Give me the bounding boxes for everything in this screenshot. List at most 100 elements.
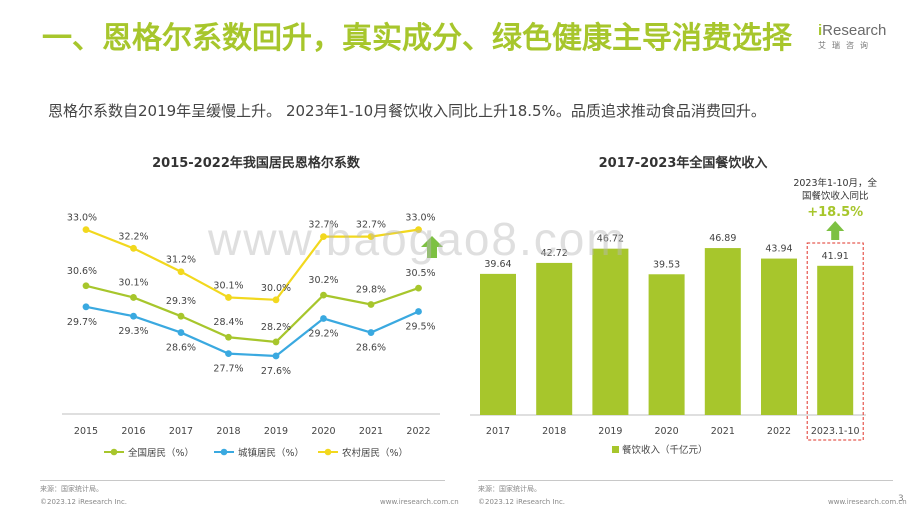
label-urban-2021: 28.6% — [356, 343, 386, 354]
slide-subtitle: 恩格尔系数自2019年呈缓慢上升。 2023年1-10月餐饮收入同比上升18.5… — [48, 102, 766, 120]
point-urban-2021 — [367, 329, 375, 336]
page-number: 3 — [898, 494, 904, 504]
bar-2021 — [704, 248, 741, 415]
footer-rule-right — [478, 480, 893, 481]
bar-x-tick-2022: 2022 — [767, 426, 791, 437]
label-urban-2015: 29.7% — [67, 317, 97, 328]
line-chart-title: 2015-2022年我国居民恩格尔系数 — [152, 155, 361, 171]
label-national-2016: 30.1% — [118, 277, 148, 288]
series-line-rural — [85, 228, 419, 301]
label-rural-2022: 33.0% — [405, 213, 435, 224]
point-rural-2020 — [320, 233, 327, 241]
label-urban-2022: 29.5% — [405, 322, 435, 333]
label-national-2020: 30.2% — [308, 275, 338, 286]
label-national-2019: 28.2% — [261, 322, 291, 333]
label-urban-2020: 29.2% — [308, 329, 338, 340]
bar-2020 — [648, 274, 685, 415]
point-urban-2020 — [320, 315, 327, 322]
bar-2019 — [592, 248, 629, 415]
line-x-tick-2020: 2020 — [311, 426, 335, 437]
label-rural-2019: 30.0% — [261, 283, 291, 294]
footer-source-right: 来源：国家统计局。 — [478, 485, 541, 493]
iresearch-logo: iResearch 艾瑞咨询 — [818, 22, 887, 50]
footer-copyright-left: ©2023.12 iResearch Inc. — [40, 498, 128, 506]
legend-marker-national — [110, 448, 118, 456]
legend-label-urban: 城镇居民（%） — [238, 447, 304, 459]
label-rural-2016: 32.2% — [118, 231, 148, 242]
series-line-urban — [85, 305, 419, 358]
bar-label-2019: 46.72 — [597, 234, 624, 245]
point-rural-2021 — [367, 233, 375, 241]
slide-title: 一、恩格尔系数回升，真实成分、绿色健康主导消费选择 — [42, 21, 792, 56]
bar-x-tick-2023.1-10: 2023.1-10 — [811, 426, 860, 437]
annotation-line1: 2023年1-10月，全 — [793, 177, 877, 189]
label-urban-2016: 29.3% — [118, 326, 148, 337]
bar-label-2017: 39.64 — [484, 259, 511, 270]
annotation-growth-value: +18.5% — [807, 205, 863, 220]
point-national-2020 — [320, 291, 327, 299]
bar-x-tick-2020: 2020 — [655, 426, 679, 437]
footer-url-right: www.iresearch.com.cn — [828, 498, 907, 506]
bar-legend-label: 餐饮收入（千亿元） — [622, 444, 708, 456]
point-urban-2022 — [415, 308, 422, 315]
point-national-2021 — [367, 301, 375, 308]
label-urban-2019: 27.6% — [261, 366, 291, 377]
label-rural-2021: 32.7% — [356, 220, 386, 231]
line-x-tick-2016: 2016 — [121, 426, 145, 437]
bar-label-2021: 46.89 — [709, 233, 736, 244]
label-national-2022: 30.5% — [405, 268, 435, 279]
label-urban-2018: 27.7% — [213, 364, 243, 375]
point-national-2019 — [272, 338, 280, 346]
growth-up-arrow-icon — [826, 221, 845, 240]
footer-source-left: 来源：国家统计局。 — [40, 485, 103, 493]
label-national-2015: 30.6% — [67, 266, 97, 277]
line-x-tick-2017: 2017 — [169, 426, 193, 437]
bar-label-2018: 42.72 — [541, 248, 568, 259]
line-x-tick-2018: 2018 — [216, 426, 240, 437]
point-national-2017 — [177, 312, 185, 320]
bar-x-tick-2021: 2021 — [711, 426, 735, 437]
bar-2022 — [761, 258, 797, 415]
label-rural-2020: 32.7% — [308, 220, 338, 231]
bar-label-2022: 43.94 — [765, 244, 792, 255]
footer-url-left: www.iresearch.com.cn — [380, 498, 459, 506]
bar-label-2023.1-10: 41.91 — [822, 251, 849, 262]
point-national-2018 — [225, 333, 232, 341]
point-national-2022 — [415, 284, 422, 292]
label-urban-2017: 28.6% — [166, 343, 196, 354]
bar-legend-swatch — [612, 446, 619, 453]
point-urban-2017 — [177, 329, 185, 336]
line-x-tick-2015: 2015 — [74, 426, 98, 437]
label-national-2017: 29.3% — [166, 296, 196, 307]
line-x-tick-2019: 2019 — [264, 426, 288, 437]
legend-label-rural: 农村居民（%） — [342, 447, 408, 459]
bar-2018 — [536, 262, 573, 415]
line-x-tick-2022: 2022 — [406, 426, 430, 437]
label-rural-2015: 33.0% — [67, 213, 97, 224]
highlight-box-2023 — [806, 242, 864, 441]
point-national-2015 — [82, 282, 90, 290]
point-rural-2017 — [177, 268, 185, 276]
bar-label-2020: 39.53 — [653, 259, 680, 270]
label-rural-2017: 31.2% — [166, 255, 196, 266]
line-x-tick-2021: 2021 — [359, 426, 383, 437]
footer-rule-left — [40, 480, 445, 481]
bar-x-tick-2018: 2018 — [542, 426, 566, 437]
annotation-line2: 国餐饮收入同比 — [802, 190, 869, 202]
bar-chart-title: 2017-2023年全国餐饮收入 — [599, 155, 768, 171]
label-national-2021: 29.8% — [356, 284, 386, 295]
label-rural-2018: 30.1% — [213, 280, 243, 291]
point-urban-2016 — [130, 312, 137, 320]
point-rural-2022 — [415, 226, 422, 234]
point-urban-2015 — [82, 303, 90, 311]
bar-x-tick-2019: 2019 — [598, 426, 622, 437]
point-rural-2019 — [272, 296, 280, 304]
bar-2017 — [480, 273, 516, 415]
legend-marker-rural — [324, 448, 332, 456]
point-urban-2018 — [225, 350, 232, 358]
point-rural-2015 — [82, 226, 90, 234]
point-national-2016 — [130, 294, 137, 301]
bar-2023.1-10 — [817, 265, 854, 415]
bar-x-tick-2017: 2017 — [486, 426, 510, 437]
